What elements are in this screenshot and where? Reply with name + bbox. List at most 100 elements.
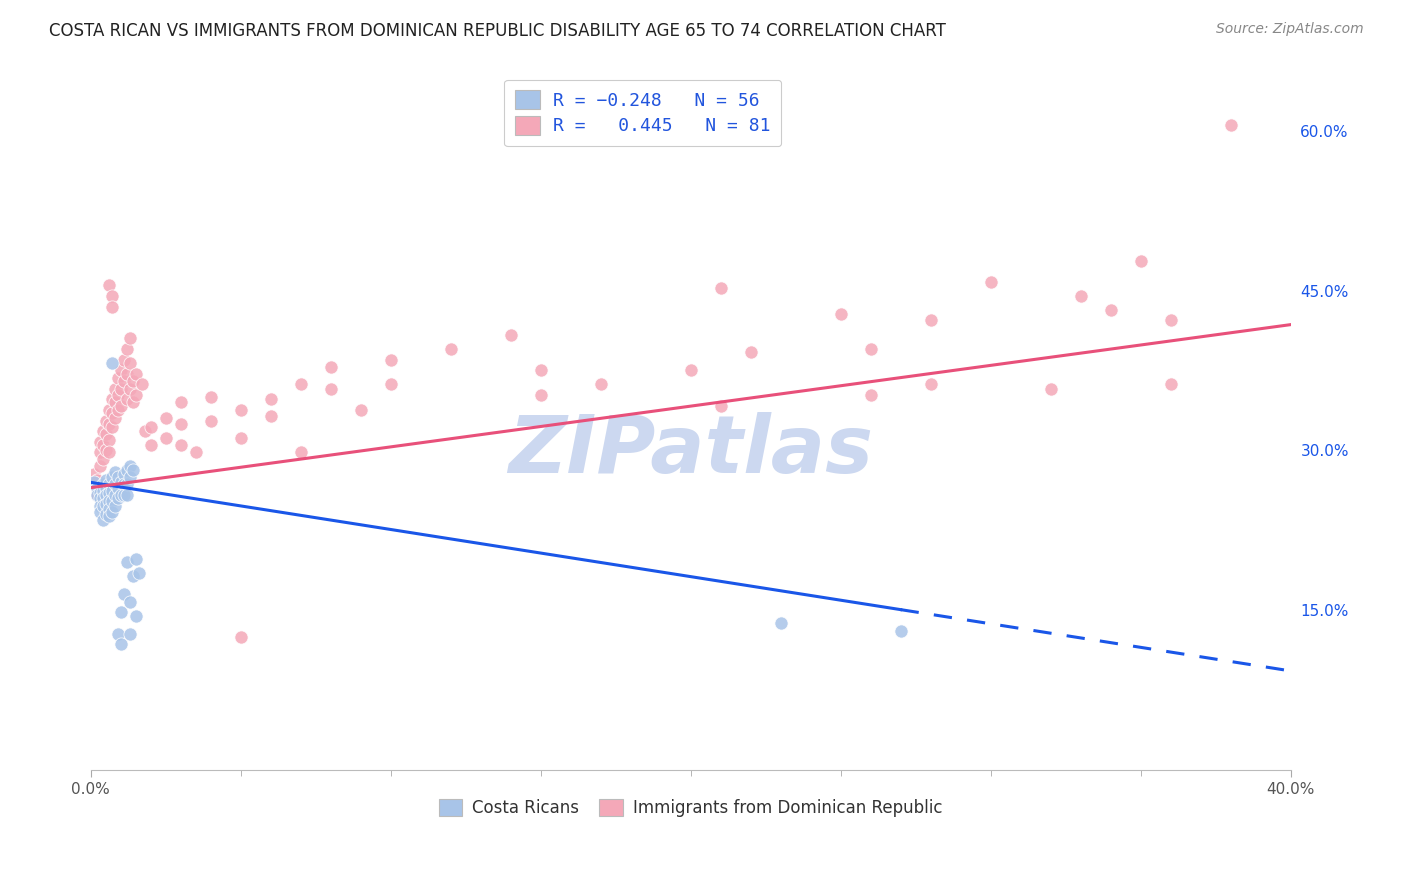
Point xyxy=(100,483,122,498)
Point xyxy=(100,289,122,303)
Point xyxy=(86,488,108,502)
Point xyxy=(169,395,191,409)
Point xyxy=(499,328,522,343)
Point xyxy=(112,587,135,601)
Point xyxy=(349,402,371,417)
Point xyxy=(107,626,129,640)
Point xyxy=(112,477,135,491)
Point xyxy=(110,399,132,413)
Point xyxy=(100,505,122,519)
Point xyxy=(89,486,111,500)
Point xyxy=(679,363,702,377)
Point xyxy=(107,388,129,402)
Point xyxy=(131,377,153,392)
Point xyxy=(128,566,150,580)
Point xyxy=(124,367,146,381)
Point xyxy=(97,494,120,508)
Point xyxy=(1219,119,1241,133)
Point xyxy=(89,499,111,513)
Point xyxy=(134,424,156,438)
Point xyxy=(94,497,117,511)
Point xyxy=(124,552,146,566)
Point xyxy=(107,371,129,385)
Point xyxy=(100,356,122,370)
Point xyxy=(920,313,942,327)
Point xyxy=(97,477,120,491)
Point xyxy=(530,363,553,377)
Text: COSTA RICAN VS IMMIGRANTS FROM DOMINICAN REPUBLIC DISABILITY AGE 65 TO 74 CORREL: COSTA RICAN VS IMMIGRANTS FROM DOMINICAN… xyxy=(49,22,946,40)
Point xyxy=(121,569,143,583)
Point xyxy=(121,374,143,388)
Point xyxy=(104,488,127,502)
Point xyxy=(115,477,138,491)
Point xyxy=(89,505,111,519)
Point xyxy=(112,467,135,481)
Point xyxy=(100,406,122,420)
Point xyxy=(110,475,132,490)
Point xyxy=(589,377,612,392)
Point xyxy=(115,367,138,381)
Point xyxy=(91,451,114,466)
Point xyxy=(86,481,108,495)
Point xyxy=(259,409,281,424)
Point xyxy=(530,388,553,402)
Point xyxy=(110,488,132,502)
Point xyxy=(319,360,342,375)
Point xyxy=(124,608,146,623)
Point xyxy=(94,413,117,427)
Point xyxy=(229,630,252,644)
Point xyxy=(830,307,852,321)
Point xyxy=(169,417,191,431)
Point xyxy=(229,431,252,445)
Point xyxy=(110,382,132,396)
Point xyxy=(290,377,312,392)
Point xyxy=(97,445,120,459)
Point xyxy=(859,388,882,402)
Point xyxy=(319,382,342,396)
Point xyxy=(890,624,912,639)
Point xyxy=(139,420,162,434)
Point xyxy=(920,377,942,392)
Point xyxy=(155,411,177,425)
Point xyxy=(380,352,402,367)
Point xyxy=(439,342,461,356)
Point xyxy=(115,488,138,502)
Point xyxy=(94,488,117,502)
Point xyxy=(115,462,138,476)
Point xyxy=(89,434,111,449)
Point xyxy=(112,374,135,388)
Point xyxy=(86,488,108,502)
Point xyxy=(155,431,177,445)
Point xyxy=(107,470,129,484)
Point xyxy=(290,445,312,459)
Point xyxy=(100,392,122,407)
Point xyxy=(94,481,117,495)
Point xyxy=(91,424,114,438)
Point xyxy=(1039,382,1062,396)
Text: Source: ZipAtlas.com: Source: ZipAtlas.com xyxy=(1216,22,1364,37)
Point xyxy=(94,473,117,487)
Point xyxy=(118,470,141,484)
Point xyxy=(97,502,120,516)
Point xyxy=(118,594,141,608)
Point xyxy=(200,413,222,427)
Point xyxy=(94,508,117,522)
Point xyxy=(121,462,143,476)
Point xyxy=(83,475,105,490)
Point xyxy=(107,402,129,417)
Point xyxy=(115,342,138,356)
Point xyxy=(97,486,120,500)
Legend: Costa Ricans, Immigrants from Dominican Republic: Costa Ricans, Immigrants from Dominican … xyxy=(433,792,949,824)
Point xyxy=(107,481,129,495)
Point xyxy=(980,275,1002,289)
Point xyxy=(91,477,114,491)
Point xyxy=(115,392,138,407)
Point xyxy=(740,345,762,359)
Point xyxy=(89,445,111,459)
Point xyxy=(97,509,120,524)
Point xyxy=(89,491,111,506)
Point xyxy=(110,363,132,377)
Point xyxy=(91,483,114,498)
Point xyxy=(107,491,129,506)
Point xyxy=(97,433,120,447)
